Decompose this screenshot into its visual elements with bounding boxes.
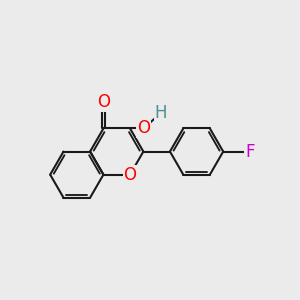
Text: O: O: [97, 93, 110, 111]
Text: F: F: [245, 142, 255, 160]
Text: O: O: [124, 166, 136, 184]
Text: O: O: [137, 119, 150, 137]
Text: H: H: [155, 104, 167, 122]
